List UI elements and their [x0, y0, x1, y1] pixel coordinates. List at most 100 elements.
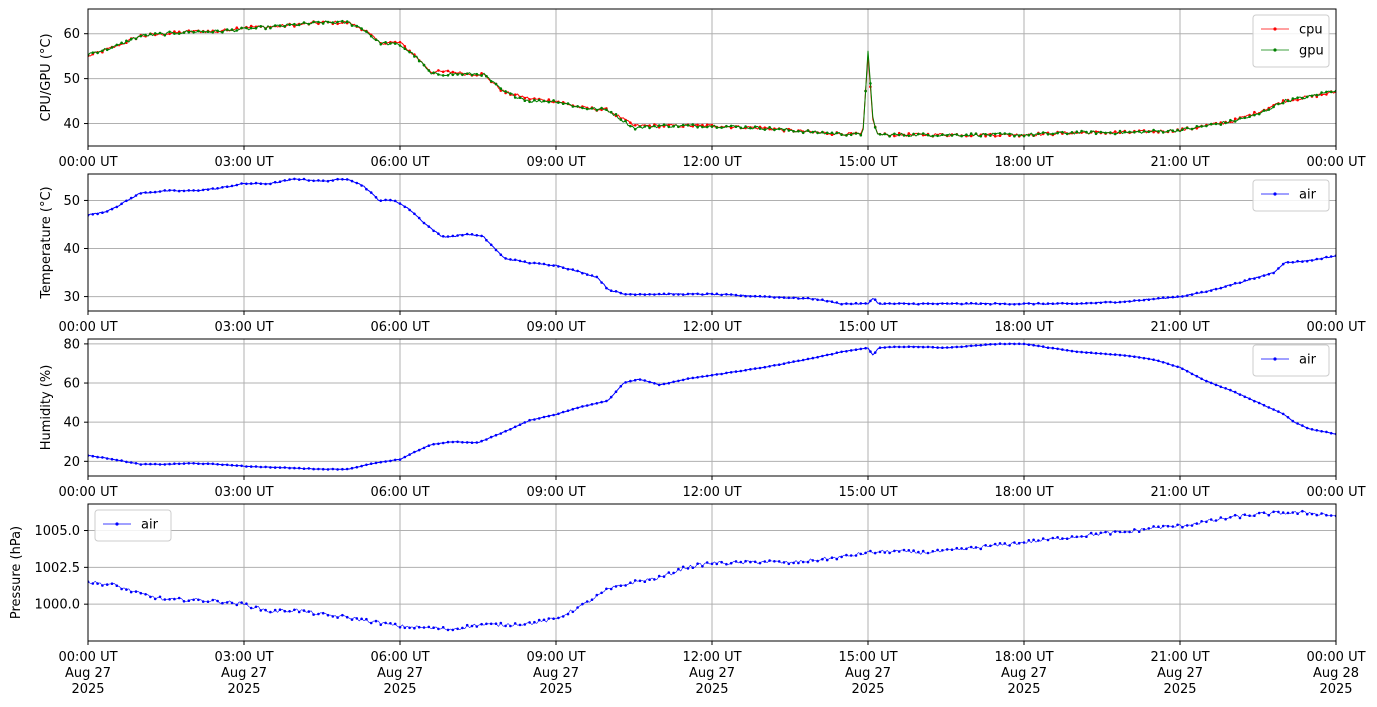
data-point	[480, 439, 483, 443]
data-point	[101, 456, 104, 459]
data-point	[225, 601, 229, 604]
data-point	[1267, 513, 1271, 517]
data-point	[1022, 342, 1026, 346]
data-point	[139, 192, 143, 195]
data-point	[1104, 300, 1107, 304]
data-point	[187, 30, 191, 34]
data-point	[734, 560, 738, 563]
data-point	[657, 383, 661, 387]
data-point	[936, 134, 939, 138]
data-point	[489, 80, 493, 83]
data-point	[811, 356, 815, 360]
data-point	[801, 296, 805, 300]
data-point	[701, 375, 704, 378]
data-point	[513, 93, 517, 96]
data-point	[864, 346, 867, 350]
data-point	[955, 345, 959, 349]
data-point	[345, 20, 349, 23]
data-point	[1027, 134, 1031, 137]
data-point	[235, 29, 239, 32]
data-point	[1248, 514, 1251, 517]
data-point	[336, 177, 339, 181]
data-point	[422, 446, 426, 450]
data-point	[187, 599, 191, 602]
data-point	[1109, 300, 1112, 304]
series-markers-air	[88, 177, 1336, 306]
data-point	[307, 22, 311, 26]
data-point	[609, 289, 613, 293]
data-point	[461, 73, 464, 77]
x-tick-label: 06:00 UT	[370, 320, 429, 335]
data-point	[403, 626, 407, 630]
data-point	[489, 622, 493, 626]
data-point	[864, 302, 867, 305]
data-point	[941, 346, 944, 350]
data-point	[773, 364, 776, 367]
data-point	[149, 595, 152, 599]
data-point	[830, 300, 834, 304]
data-point	[413, 626, 416, 630]
data-point	[1286, 261, 1290, 264]
data-point	[341, 19, 344, 23]
data-point	[177, 189, 181, 193]
data-point	[1185, 294, 1189, 297]
data-point	[566, 102, 570, 105]
data-point	[1051, 132, 1055, 136]
data-point	[1061, 130, 1064, 134]
data-point	[888, 345, 891, 349]
data-point	[984, 302, 987, 306]
data-point	[893, 549, 896, 553]
data-point	[893, 302, 896, 306]
data-point	[864, 551, 867, 555]
x-tick-label: 21:00 UT	[1150, 485, 1209, 500]
data-point	[1118, 530, 1122, 534]
data-point	[629, 293, 632, 296]
data-point	[1133, 355, 1136, 359]
data-point	[749, 295, 752, 298]
data-point	[936, 548, 939, 552]
data-point	[523, 421, 527, 424]
data-point	[830, 556, 834, 559]
data-point	[1257, 511, 1261, 515]
data-point	[816, 131, 819, 135]
data-point	[278, 466, 282, 469]
data-point	[1080, 535, 1083, 538]
data-point	[1176, 128, 1179, 132]
data-point	[465, 72, 469, 76]
data-point	[1070, 131, 1074, 134]
data-point	[321, 467, 325, 471]
data-point	[873, 351, 877, 354]
data-point	[1152, 128, 1155, 132]
data-point	[110, 46, 114, 49]
data-point	[1253, 113, 1256, 117]
y-tick-label: 50	[63, 194, 80, 209]
legend-label: air	[1299, 353, 1317, 368]
data-point	[494, 433, 498, 437]
legend: air	[1252, 344, 1330, 377]
data-point	[974, 546, 978, 549]
data-point	[1190, 372, 1194, 376]
data-point	[648, 124, 651, 127]
data-point	[499, 253, 503, 256]
data-point	[355, 465, 359, 469]
data-point	[993, 343, 997, 346]
data-point	[931, 134, 935, 138]
x-tick-label: 03:00 UT Aug 27 2025	[214, 650, 273, 697]
data-point	[753, 125, 757, 128]
data-point	[144, 593, 147, 596]
data-point	[677, 567, 680, 571]
data-point	[801, 131, 805, 135]
data-point	[1253, 514, 1256, 517]
data-point	[264, 465, 267, 469]
data-point	[302, 21, 306, 24]
data-point	[878, 346, 882, 350]
data-point	[235, 603, 239, 607]
data-point	[1320, 512, 1323, 515]
data-point	[317, 467, 320, 471]
data-point	[1310, 259, 1314, 262]
data-point	[590, 598, 594, 601]
data-point	[758, 127, 762, 130]
data-point	[1065, 537, 1069, 540]
data-point	[878, 550, 882, 554]
data-point	[1157, 359, 1160, 363]
